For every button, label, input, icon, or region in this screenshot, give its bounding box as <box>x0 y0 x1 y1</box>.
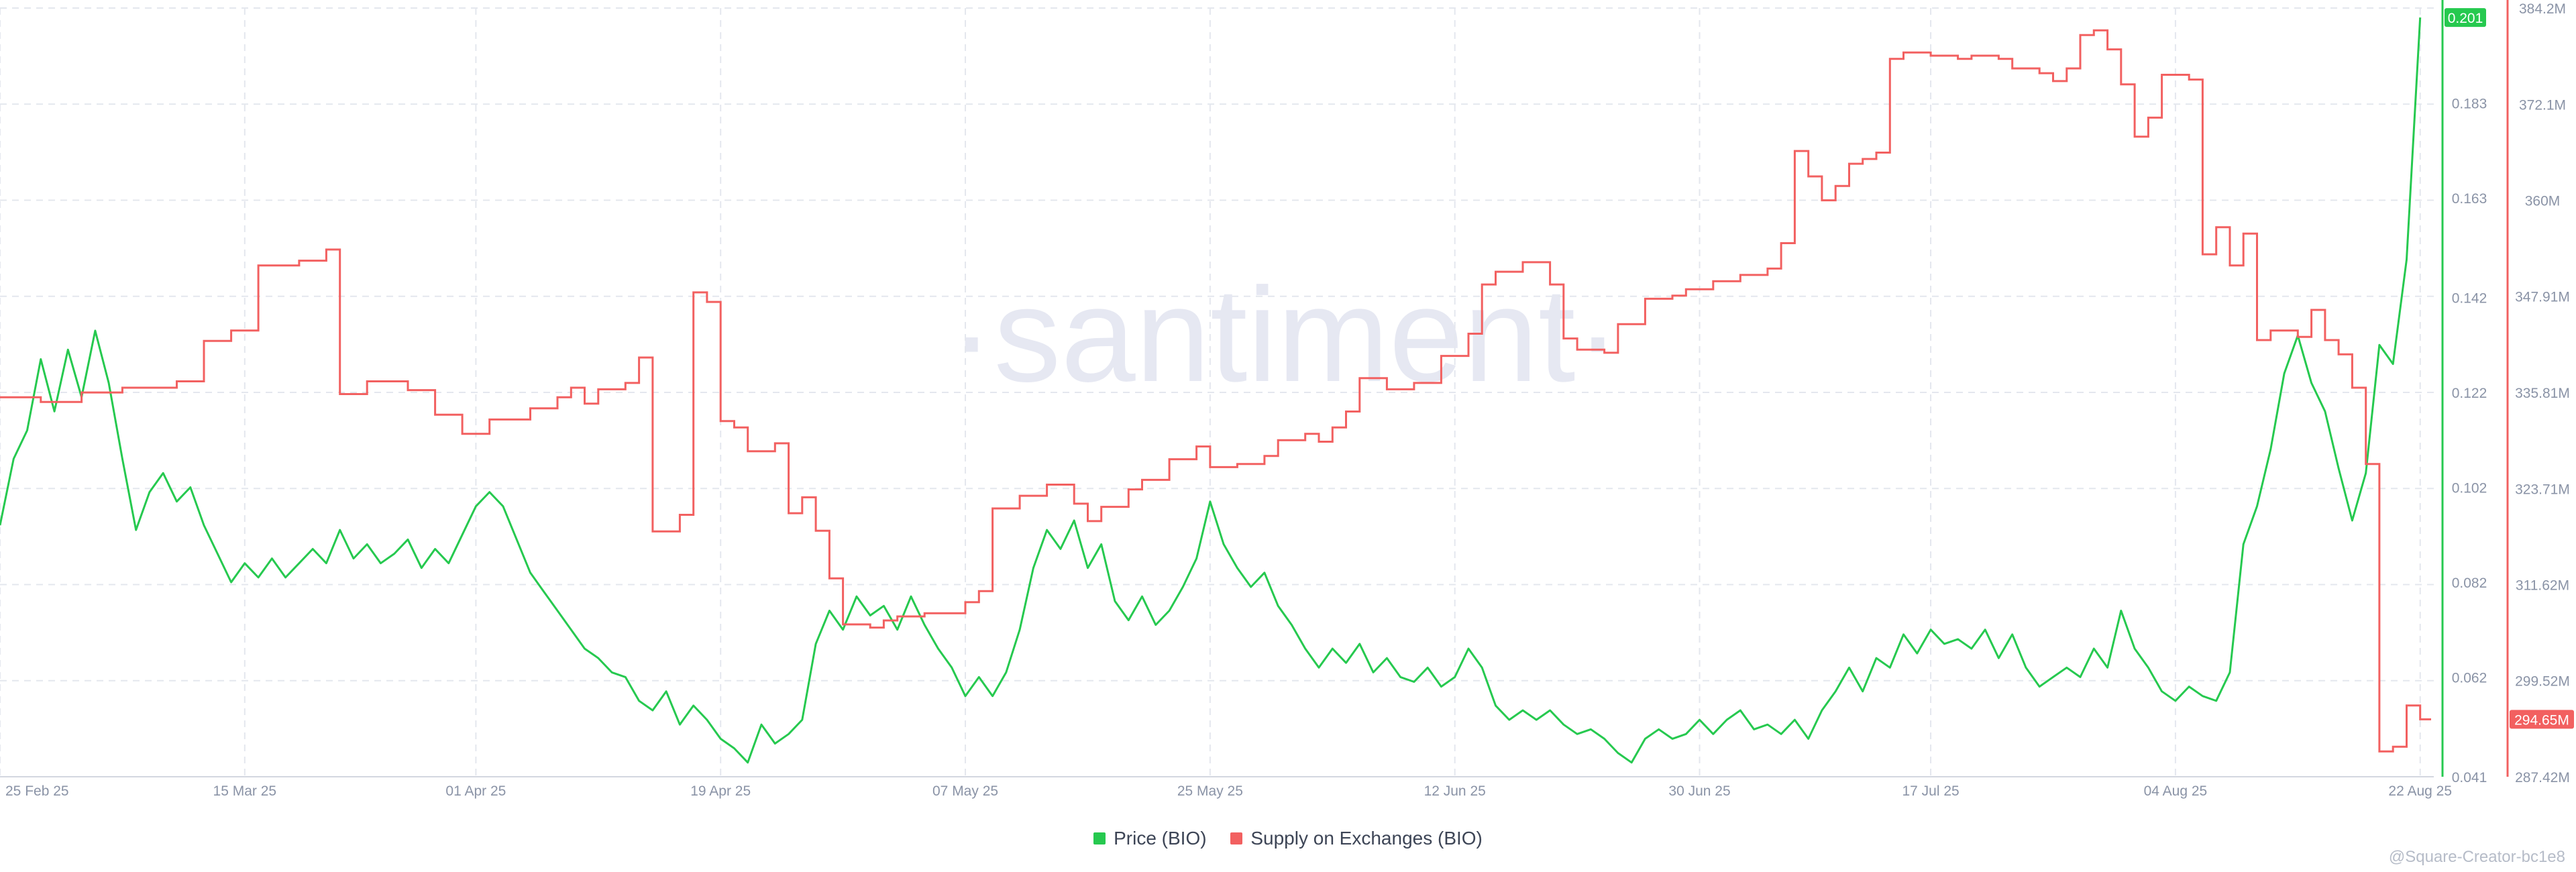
price-current-badge <box>2445 8 2486 28</box>
price-line <box>0 17 2422 764</box>
price-tick-label: 0.142 <box>2452 291 2487 307</box>
supply-tick-label: 323.71M <box>2515 482 2570 497</box>
x-tick-label: 12 Jun 25 <box>1424 783 1486 799</box>
x-tick-label: 04 Aug 25 <box>2144 783 2208 799</box>
grid-lines <box>0 7 2434 777</box>
supply-tick-label: 287.42M <box>2515 770 2570 785</box>
x-tick-label: 25 Feb 25 <box>5 783 69 799</box>
x-tick-label: 15 Mar 25 <box>213 783 277 799</box>
price-tick-label: 0.062 <box>2452 670 2487 686</box>
supply-tick-label: 360M <box>2525 194 2561 209</box>
legend: Price (BIO) Supply on Exchanges (BIO) <box>0 828 2576 849</box>
legend-item-supply[interactable]: Supply on Exchanges (BIO) <box>1230 828 1483 849</box>
x-tick-label: 19 Apr 25 <box>690 783 751 799</box>
x-tick-label: 07 May 25 <box>932 783 998 799</box>
price-tick-label: 0.041 <box>2452 770 2487 785</box>
legend-label-price: Price (BIO) <box>1114 828 1207 849</box>
supply-tick-label: 384.2M <box>2519 1 2566 17</box>
y-axes: 0.041 0.062 0.082 0.102 0.122 0.142 0.163 0.183… <box>2441 0 2574 785</box>
x-axis-ticks: 25 Feb 25 15 Mar 25 01 Apr 25 19 Apr 25 07 M… <box>5 783 2452 799</box>
price-tick-label: 0.183 <box>2452 96 2487 111</box>
legend-label-supply: Supply on Exchanges (BIO) <box>1250 828 1483 849</box>
price-tick-label: 0.122 <box>2452 386 2487 401</box>
price-tick-label: 0.082 <box>2452 576 2487 591</box>
supply-tick-label: 299.52M <box>2515 674 2570 690</box>
legend-swatch-supply <box>1230 832 1243 844</box>
supply-current-badge <box>2510 710 2574 729</box>
x-tick-label: 22 Aug 25 <box>2388 783 2452 799</box>
x-tick-label: 17 Jul 25 <box>1902 783 1959 799</box>
supply-tick-label: 347.91M <box>2515 290 2570 305</box>
watermark: ·santiment· <box>949 260 1620 410</box>
legend-item-price[interactable]: Price (BIO) <box>1093 828 1207 849</box>
x-tick-label: 25 May 25 <box>1177 783 1243 799</box>
x-tick-label: 01 Apr 25 <box>445 783 506 799</box>
price-tick-label: 0.163 <box>2452 191 2487 207</box>
x-tick-label: 30 Jun 25 <box>1668 783 1730 799</box>
price-current-label: 0.201 <box>2448 11 2483 26</box>
supply-tick-label: 335.81M <box>2515 386 2570 401</box>
supply-tick-label: 311.62M <box>2516 578 2569 593</box>
price-tick-label: 0.102 <box>2452 480 2487 496</box>
author-credit: @Square-Creator-bc1e8 <box>2388 848 2565 866</box>
supply-line <box>0 29 2431 753</box>
legend-swatch-price <box>1093 832 1106 844</box>
series-group <box>0 17 2431 764</box>
supply-tick-label: 372.1M <box>2519 97 2566 113</box>
supply-current-label: 294.65M <box>2514 712 2569 728</box>
